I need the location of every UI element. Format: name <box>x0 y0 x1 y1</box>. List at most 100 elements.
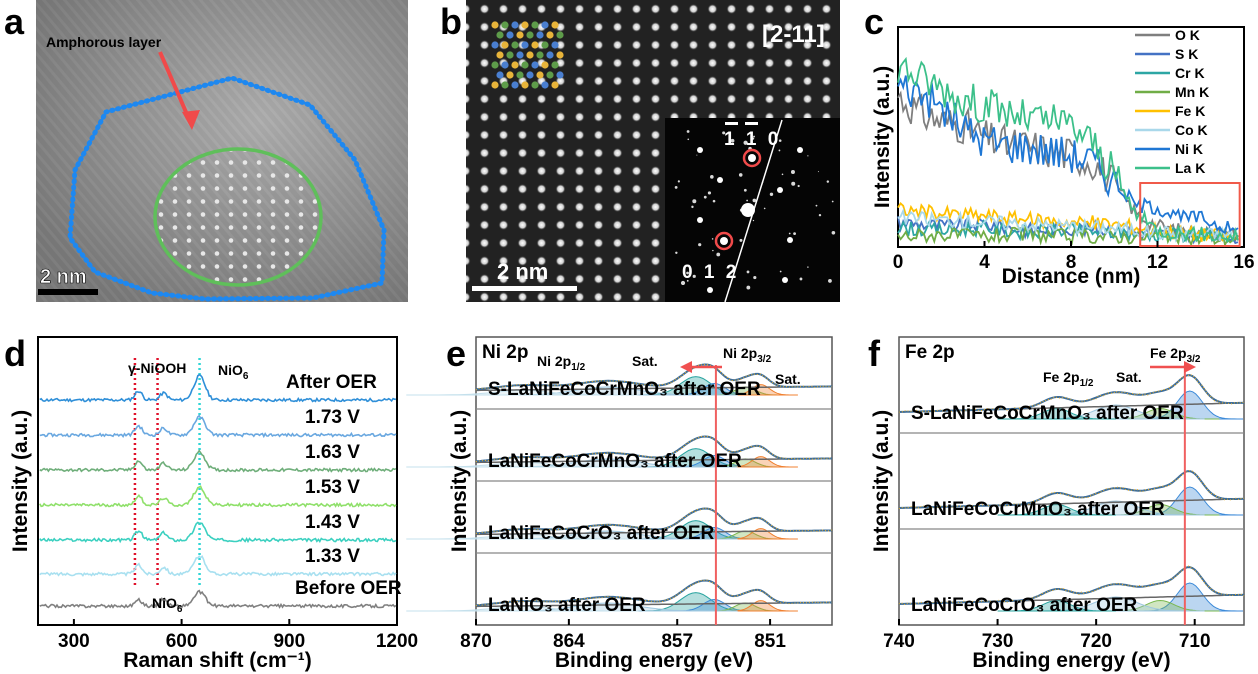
panel-label-e: e <box>446 333 466 374</box>
background-line <box>476 529 833 536</box>
fft-speck <box>828 279 832 283</box>
model-atom <box>541 81 549 89</box>
y-axis-label: Intensity (a.u.) <box>9 410 32 552</box>
series-label: LaNiFeCoCrMnO₃ after OER <box>911 499 1165 520</box>
fft-speck <box>712 249 714 252</box>
fft-speck <box>807 155 809 157</box>
peak-label-nio6: NiO6 <box>218 362 249 382</box>
model-atom <box>551 21 559 29</box>
series-label: 1.33 V <box>305 546 360 567</box>
fft-speck <box>691 205 694 209</box>
scalebar-a-label: 2 nm <box>40 266 87 288</box>
fft-speck <box>674 185 678 189</box>
fft-speck <box>831 231 836 235</box>
fft-spot <box>697 217 703 223</box>
fft-spot <box>717 177 723 183</box>
fft-speck <box>753 135 755 138</box>
sat-label: Sat. <box>632 353 658 369</box>
fft-speck <box>799 277 803 281</box>
spectrum-title: Fe 2p <box>905 342 955 363</box>
model-atom <box>496 31 504 39</box>
panel-a: Amphorous layer 2 nm a <box>4 0 408 302</box>
fft-speck <box>711 238 714 240</box>
spectrum-title: Ni 2p <box>482 342 528 363</box>
fft-speck <box>807 266 809 268</box>
annotation-label: Amphorous layer <box>46 34 162 50</box>
fft-spots <box>674 130 836 293</box>
model-atom <box>546 31 554 39</box>
fft-spot-110 <box>742 148 762 168</box>
series-line <box>39 485 397 508</box>
x-axis-label: Binding energy (eV) <box>972 649 1170 672</box>
model-atom <box>521 81 529 89</box>
fft-speck <box>791 181 796 186</box>
series-label: 1.53 V <box>305 477 360 498</box>
model-atom <box>511 41 519 49</box>
model-atom <box>506 51 514 59</box>
model-atom <box>511 21 519 29</box>
panel-label-b: b <box>440 1 462 42</box>
series-line <box>39 373 396 403</box>
panel-f: f S-LaNiFeCoCrMnO₃ after OER LaNiFeCoCrMn… <box>868 333 1245 672</box>
raw-data <box>898 565 1245 606</box>
fft-speck <box>722 131 726 135</box>
series-label: LaNiFeCoCrO₃ after OER <box>488 523 715 544</box>
x-tick-label: 16 <box>1233 252 1254 273</box>
fft-speck <box>743 140 748 145</box>
fft-label-bottom: 0 1 2 <box>682 262 739 283</box>
model-atom <box>496 71 504 79</box>
model-atom <box>551 61 559 69</box>
x-tick-label: 900 <box>273 631 305 652</box>
panel-label-f: f <box>868 333 881 374</box>
plot-frame <box>898 336 1245 626</box>
legend-label: Mn K <box>1175 84 1209 100</box>
x-tick-label: 12 <box>1147 252 1168 273</box>
raw-data <box>475 579 833 607</box>
model-atom <box>491 41 499 49</box>
model-atom <box>491 81 499 89</box>
fft-speck <box>730 138 735 143</box>
model-atom <box>521 41 529 49</box>
fft-speck <box>710 175 714 179</box>
raw-data <box>475 435 833 463</box>
fft-speck <box>746 199 749 202</box>
model-atom <box>521 21 529 29</box>
fft-speck <box>686 271 689 275</box>
ni2p12-label: Ni 2p1/2 <box>537 353 586 373</box>
fe2p32-label: Fe 2p3/2 <box>1150 345 1201 365</box>
model-atom <box>491 21 499 29</box>
legend-label: La K <box>1175 160 1205 176</box>
fft-speck <box>738 173 743 177</box>
fft-speck <box>753 275 757 280</box>
series-line <box>897 56 1239 244</box>
series-label: Before OER <box>295 578 402 599</box>
fft-speck <box>752 219 755 222</box>
fft-spot <box>748 154 756 162</box>
y-axis-label: Intensity (a.u.) <box>870 410 893 552</box>
fft-speck <box>779 270 782 273</box>
fft-speck <box>687 138 690 141</box>
model-atom <box>491 61 499 69</box>
fft-spot <box>697 147 703 153</box>
panel-b: 1 1 0 0 1 2 [2-11] 2 nm b <box>440 0 840 303</box>
model-atom <box>551 81 559 89</box>
model-atom <box>506 31 514 39</box>
fft-speck <box>778 139 782 142</box>
x-tick-label: 740 <box>883 631 915 652</box>
fft-speck <box>793 232 796 236</box>
sat-label: Sat. <box>1116 369 1142 385</box>
scalebar-b <box>472 286 577 291</box>
model-atom <box>521 61 529 69</box>
fft-speck <box>739 238 743 242</box>
model-atom <box>531 21 539 29</box>
raw-data <box>475 507 833 535</box>
model-atom <box>526 71 534 79</box>
model-atom <box>536 71 544 79</box>
series-label: S-LaNiFeCoCrMnO₃ after OER <box>911 403 1184 424</box>
series-line <box>39 555 397 577</box>
series-label: 1.73 V <box>305 407 360 428</box>
series-line <box>897 207 1238 243</box>
fft-speck <box>675 251 678 254</box>
raw-data <box>898 469 1245 510</box>
series-label: 1.43 V <box>305 512 360 533</box>
